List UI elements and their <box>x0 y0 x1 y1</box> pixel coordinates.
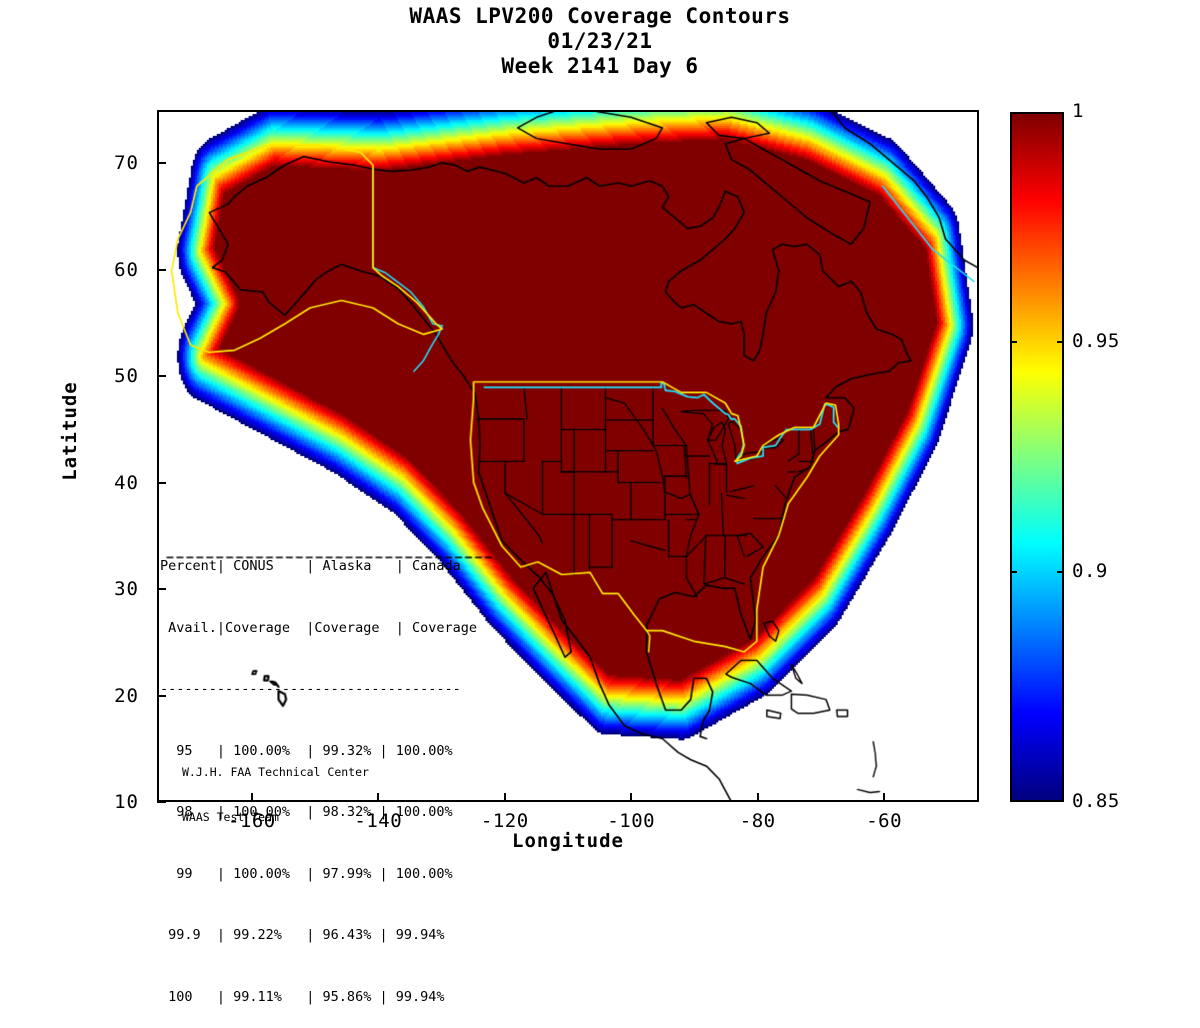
table-row: 100 | 99.11% | 95.86% | 99.94% <box>160 988 445 1005</box>
x-axis-tick-label: -60 <box>866 810 903 832</box>
x-axis-tick-label: -120 <box>480 810 529 832</box>
credits-line-1: W.J.H. FAA Technical Center <box>182 765 369 779</box>
y-axis-tick-label: 40 <box>114 471 139 494</box>
credits-line-2: WAAS Test Team <box>182 810 279 824</box>
x-axis-tick-mark <box>377 793 380 802</box>
y-axis-tick-label: 60 <box>114 258 139 281</box>
title-line-1: WAAS LPV200 Coverage Contours <box>409 4 791 28</box>
colorbar-tick-mark <box>1010 571 1017 573</box>
credits-block: W.J.H. FAA Technical Center WAAS Test Te… <box>182 735 369 840</box>
x-axis-tick-mark <box>250 793 253 802</box>
title-line-2: 01/23/21 <box>547 29 653 53</box>
x-axis-tick-label: -100 <box>607 810 656 832</box>
table-row: 99.9 | 99.22% | 96.43% | 99.94% <box>160 927 445 943</box>
x-axis-title: Longitude <box>512 830 624 852</box>
x-axis-tick-label: -160 <box>227 810 276 832</box>
y-axis-tick-mark <box>157 694 166 697</box>
coverage-contour-canvas <box>159 112 977 800</box>
colorbar-gradient <box>1012 114 1062 800</box>
title-line-3: Week 2141 Day 6 <box>501 54 699 78</box>
table-row: 99 | 100.00% | 97.99% | 100.00% <box>160 865 453 882</box>
table-row: 98 | 100.00% | 98.32% | 100.00% <box>160 804 453 820</box>
colorbar-tick-label: 1 <box>1072 100 1084 122</box>
x-axis-tick-mark <box>630 793 633 802</box>
y-axis-title: Latitude <box>59 381 81 481</box>
table-row: 95 | 100.00% | 99.32% | 100.00% <box>160 742 453 759</box>
colorbar-tick-mark <box>1010 341 1017 343</box>
colorbar-tick-label: 0.95 <box>1072 330 1120 352</box>
y-axis-tick-label: 10 <box>114 791 139 813</box>
stats-separator: ------------------------------------- <box>160 681 461 697</box>
colorbar <box>1010 112 1064 802</box>
y-axis-tick-label: 70 <box>114 152 139 175</box>
x-axis-tick-label: -80 <box>739 810 776 832</box>
stats-header-row-2: Avail.|Coverage |Coverage | Coverage <box>160 619 477 636</box>
map-plot-area <box>157 110 979 802</box>
y-axis-tick-label: 50 <box>114 365 139 388</box>
y-axis-tick-mark <box>157 481 166 484</box>
x-axis-tick-mark <box>883 793 886 802</box>
colorbar-tick-label: 0.85 <box>1072 790 1120 812</box>
y-axis-tick-mark <box>157 162 166 165</box>
x-axis-tick-mark <box>503 793 506 802</box>
y-axis-tick-mark <box>157 801 166 803</box>
y-axis-tick-label: 20 <box>114 684 139 707</box>
y-axis-tick-mark <box>157 268 166 271</box>
x-axis-tick-mark <box>756 793 759 802</box>
colorbar-tick-mark <box>1057 571 1064 573</box>
chart-title-block: WAAS LPV200 Coverage Contours 01/23/21 W… <box>0 4 1200 79</box>
colorbar-tick-label: 0.9 <box>1072 560 1108 582</box>
colorbar-tick-mark <box>1057 341 1064 343</box>
x-axis-tick-label: -140 <box>354 810 403 832</box>
stats-header-row-1: Percent| CONUS | Alaska | Canada <box>160 558 461 574</box>
y-axis-tick-mark <box>157 588 166 591</box>
y-axis-tick-mark <box>157 375 166 378</box>
y-axis-tick-label: 30 <box>114 578 139 601</box>
